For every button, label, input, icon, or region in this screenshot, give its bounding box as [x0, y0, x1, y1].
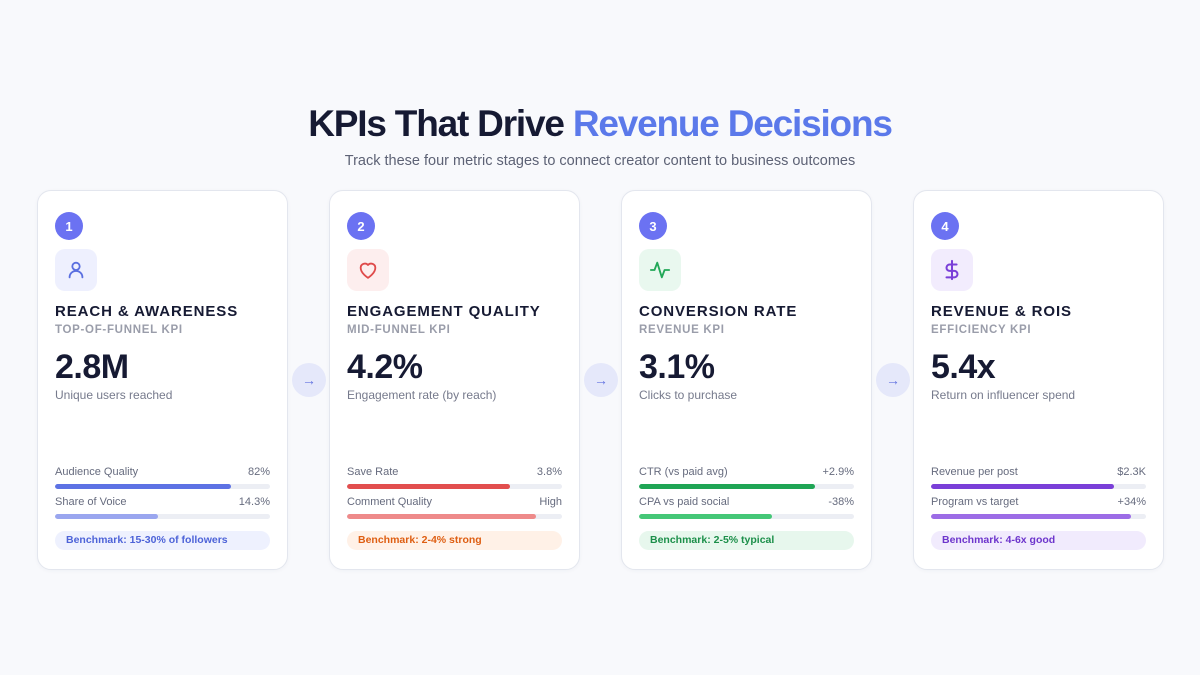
benchmark-pill: Benchmark: 2-4% strong — [347, 531, 562, 550]
metric-row: Revenue per post $2.3K — [931, 465, 1146, 489]
metric-label: Audience Quality — [55, 466, 139, 478]
metric-label: Comment Quality — [347, 496, 432, 508]
progress-track — [639, 514, 854, 519]
kpi-tier: EFFICIENCY KPI — [931, 324, 1032, 336]
kpi-name: REVENUE & ROIS — [931, 303, 1072, 320]
kpi-tier: TOP-OF-FUNNEL KPI — [55, 324, 183, 336]
progress-fill — [347, 514, 537, 519]
metric-label: Program vs target — [931, 496, 1019, 508]
metric-value: +2.9% — [822, 466, 855, 478]
progress-track — [55, 484, 270, 489]
kpi-name: REACH & AWARENESS — [55, 303, 239, 320]
metric-value: -38% — [828, 496, 854, 508]
metric-value: High — [539, 496, 562, 508]
kpi-name: ENGAGEMENT QUALITY — [347, 303, 541, 320]
metric-row: Audience Quality 82% — [55, 465, 270, 489]
kpi-description: Unique users reached — [55, 388, 173, 402]
metric-value: 14.3% — [238, 496, 270, 508]
progress-fill — [931, 514, 1131, 519]
metric-row: CTR (vs paid avg) +2.9% — [639, 465, 854, 489]
progress-fill — [55, 514, 159, 519]
progress-fill — [639, 514, 773, 519]
page-subtitle: Track these four metric stages to connec… — [344, 153, 856, 169]
progress-track — [931, 514, 1146, 519]
metric-value: 3.8% — [536, 466, 562, 478]
kpi-name: CONVERSION RATE — [639, 303, 798, 320]
step-number-badge: 2 — [347, 212, 375, 240]
kpi-card: 4 REVENUE & ROIS EFFICIENCY KPI 5.4x Ret… — [913, 190, 1164, 570]
step-number-badge: 4 — [931, 212, 959, 240]
progress-track — [55, 514, 270, 519]
page-header: KPIs That Drive Revenue Decisions Track … — [0, 102, 1200, 171]
metric-value: +34% — [1117, 496, 1146, 508]
user-icon — [55, 249, 97, 291]
metric-value: 82% — [247, 466, 270, 478]
step-number-badge: 1 — [55, 212, 83, 240]
benchmark-pill: Benchmark: 2-5% typical — [639, 531, 854, 550]
metric-label: Save Rate — [347, 466, 399, 478]
kpi-card: 1 REACH & AWARENESS TOP-OF-FUNNEL KPI 2.… — [37, 190, 288, 570]
kpi-tier: REVENUE KPI — [639, 324, 725, 336]
progress-track — [347, 514, 562, 519]
kpi-card: 3 CONVERSION RATE REVENUE KPI 3.1% Click… — [621, 190, 872, 570]
arrow-right-icon: → — [292, 363, 326, 397]
metric-label: Share of Voice — [55, 496, 127, 508]
metric-label: CPA vs paid social — [639, 496, 730, 508]
progress-fill — [639, 484, 816, 489]
title-accent: Revenue Decisions — [572, 103, 893, 144]
heart-icon — [347, 249, 389, 291]
progress-track — [639, 484, 854, 489]
metric-row: CPA vs paid social -38% — [639, 495, 854, 519]
activity-icon — [639, 249, 681, 291]
arrow-right-icon: → — [876, 363, 910, 397]
arrow-right-icon: → — [584, 363, 618, 397]
progress-track — [347, 484, 562, 489]
benchmark-pill: Benchmark: 15-30% of followers — [55, 531, 270, 550]
metric-label: CTR (vs paid avg) — [639, 466, 728, 478]
title-main: KPIs That Drive — [308, 103, 573, 144]
metric-row: Comment Quality High — [347, 495, 562, 519]
metric-label: Revenue per post — [931, 466, 1018, 478]
benchmark-pill: Benchmark: 4-6x good — [931, 531, 1146, 550]
progress-fill — [55, 484, 232, 489]
kpi-value: 3.1% — [639, 348, 715, 386]
metric-row: Share of Voice 14.3% — [55, 495, 270, 519]
kpi-tier: MID-FUNNEL KPI — [347, 324, 451, 336]
kpi-cards: 1 REACH & AWARENESS TOP-OF-FUNNEL KPI 2.… — [37, 190, 1164, 570]
kpi-description: Return on influencer spend — [931, 388, 1076, 402]
page-title: KPIs That Drive Revenue Decisions — [0, 102, 1200, 146]
metric-value: $2.3K — [1117, 466, 1146, 478]
progress-track — [931, 484, 1146, 489]
metric-row: Program vs target +34% — [931, 495, 1146, 519]
kpi-value: 5.4x — [931, 348, 996, 386]
kpi-description: Clicks to purchase — [639, 388, 738, 402]
metric-row: Save Rate 3.8% — [347, 465, 562, 489]
dollar-icon — [931, 249, 973, 291]
step-number-badge: 3 — [639, 212, 667, 240]
progress-fill — [347, 484, 511, 489]
kpi-value: 4.2% — [347, 348, 423, 386]
progress-fill — [931, 484, 1114, 489]
kpi-card: 2 ENGAGEMENT QUALITY MID-FUNNEL KPI 4.2%… — [329, 190, 580, 570]
kpi-value: 2.8M — [55, 348, 129, 386]
kpi-description: Engagement rate (by reach) — [347, 388, 497, 402]
